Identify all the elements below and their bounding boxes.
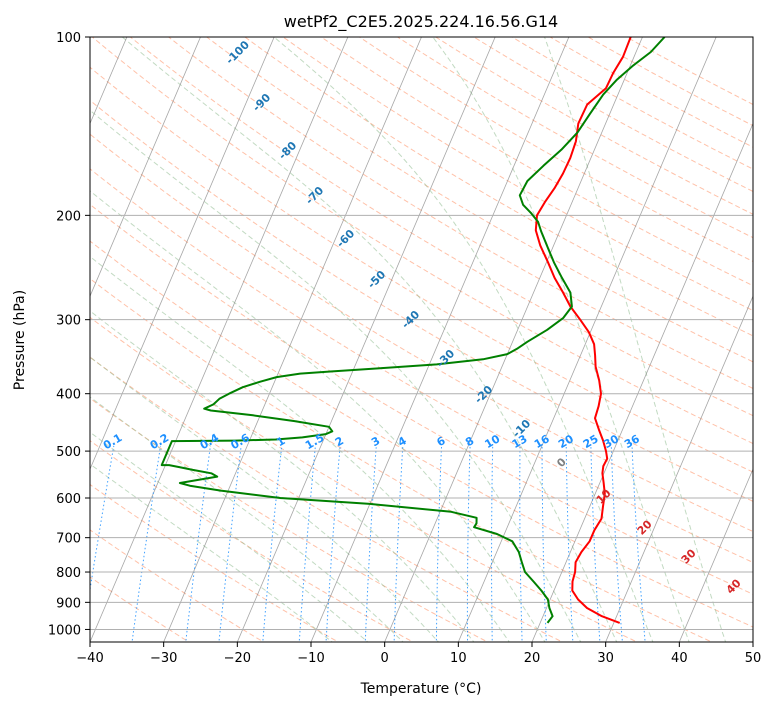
chart-title: wetPf2_C2E5.2025.224.16.56.G14 — [284, 12, 558, 32]
moist-adiabat — [273, 37, 654, 642]
moist-adiabat — [90, 431, 369, 642]
x-tick-label: −40 — [76, 651, 103, 666]
moist-adiabat — [90, 356, 440, 642]
y-tick-label: 500 — [56, 445, 81, 460]
moist-adiabat — [90, 310, 475, 642]
dry-adiabat — [90, 66, 753, 473]
y-tick-label: 100 — [56, 31, 81, 46]
isotherm-line — [163, 37, 422, 642]
mixing-ratio-line — [364, 445, 377, 642]
x-tick-label: −20 — [224, 651, 251, 666]
y-tick-label: 1000 — [48, 623, 81, 638]
y-tick-label: 400 — [56, 388, 81, 403]
dewpoint-line — [160, 37, 666, 624]
dry-adiabat — [91, 37, 753, 445]
moist-adiabat — [90, 463, 333, 642]
isotherm-line — [236, 37, 496, 642]
y-tick-label: 800 — [56, 566, 81, 581]
isotherm-line — [531, 122, 753, 642]
y-tick-label: 700 — [56, 532, 81, 547]
y-tick-label: 300 — [56, 314, 81, 329]
mixing-ratio-line — [519, 445, 523, 642]
y-tick-label: 600 — [56, 492, 81, 507]
y-tick-label: 900 — [56, 596, 81, 611]
isotherm-line — [678, 468, 753, 642]
profiles — [160, 37, 666, 624]
pressure-grid — [90, 36, 753, 630]
x-tick-label: −10 — [297, 651, 324, 666]
dry-adiabat — [90, 168, 753, 563]
moist-adiabat — [121, 37, 618, 642]
plot-frame — [89, 36, 754, 643]
mixing-ratio-line — [325, 445, 341, 642]
mixing-ratio-line — [185, 445, 211, 642]
mixing-ratio-line — [565, 445, 574, 642]
axes: −40 −30 −20 −10 0 10 20 30 40 50 1000 900 800 700 600 5… — [48, 31, 761, 666]
isotherm-line — [90, 37, 275, 471]
mixing-ratio-line — [631, 445, 646, 642]
mixing-ratio-line — [298, 445, 316, 642]
mixing-ratio-line — [491, 445, 494, 642]
mixing-ratio-line — [218, 445, 242, 642]
mixing-ratio-line — [435, 445, 443, 642]
temperature-line — [534, 37, 632, 624]
x-tick-label: 10 — [450, 651, 467, 666]
y-axis-label: Pressure (hPa) — [12, 290, 28, 390]
isotherm-line — [0, 24, 59, 645]
isotherm-line — [310, 37, 570, 642]
mixing-ratio-line — [262, 445, 283, 642]
mixing-ratio-line — [590, 445, 601, 642]
x-tick-label: 0 — [381, 651, 389, 666]
isotherm-line — [752, 641, 753, 642]
isotherm-line — [384, 37, 643, 642]
isotherm-line — [90, 37, 201, 298]
x-tick-label: 20 — [524, 651, 541, 666]
x-tick-label: −30 — [150, 651, 177, 666]
mixing-ratio-line — [393, 445, 404, 642]
x-tick-label: 50 — [745, 651, 762, 666]
x-axis-label: Temperature (°C) — [360, 681, 482, 697]
y-tick-label: 200 — [56, 209, 81, 224]
mixing-ratio-line — [466, 445, 471, 642]
x-tick-label: 30 — [597, 651, 614, 666]
dry-adiabat — [129, 37, 753, 417]
x-tick-label: 40 — [671, 651, 688, 666]
isotherm-line — [605, 295, 753, 642]
plot-background — [90, 37, 753, 642]
mixing-ratio-line — [131, 445, 161, 642]
dry-adiabat — [90, 240, 753, 628]
mixing-ratio-line — [541, 445, 547, 642]
mixing-ratio-line — [610, 445, 623, 642]
dry-adiabat — [90, 133, 753, 533]
isotherm-line — [90, 37, 349, 642]
dry-adiabat — [90, 203, 753, 595]
moist-adiabat — [90, 396, 404, 642]
